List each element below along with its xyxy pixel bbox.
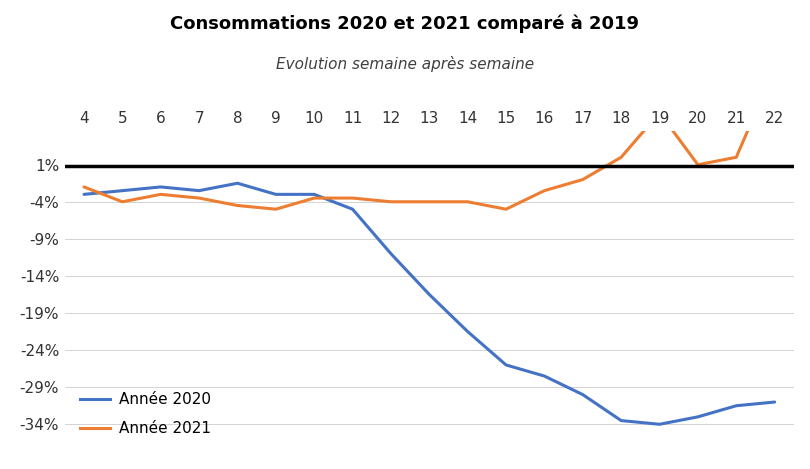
Année 2021 (731, 154, 741, 160)
Année 2020 (117, 188, 127, 194)
Année 2021 (386, 199, 396, 204)
Line: Année 2020: Année 2020 (84, 183, 774, 424)
Année 2021 (271, 206, 281, 212)
Année 2020 (463, 329, 472, 334)
Année 2021 (117, 199, 127, 204)
Année 2021 (347, 195, 357, 201)
Année 2021 (654, 110, 664, 115)
Année 2020 (578, 392, 587, 397)
Année 2021 (770, 66, 779, 71)
Année 2021 (463, 199, 472, 204)
Année 2020 (79, 191, 89, 197)
Année 2020 (347, 206, 357, 212)
Année 2020 (194, 188, 204, 194)
Text: Evolution semaine après semaine: Evolution semaine après semaine (276, 56, 534, 72)
Line: Année 2021: Année 2021 (84, 68, 774, 209)
Année 2020 (232, 181, 242, 186)
Année 2020 (539, 373, 549, 379)
Année 2021 (539, 188, 549, 194)
Année 2021 (156, 191, 165, 197)
Année 2020 (309, 191, 319, 197)
Legend: Année 2020, Année 2021: Année 2020, Année 2021 (79, 393, 211, 436)
Année 2021 (309, 195, 319, 201)
Année 2021 (194, 195, 204, 201)
Année 2021 (424, 199, 434, 204)
Année 2020 (271, 191, 281, 197)
Année 2020 (731, 403, 741, 408)
Année 2021 (693, 162, 703, 167)
Année 2020 (424, 292, 434, 297)
Année 2020 (654, 422, 664, 427)
Année 2020 (616, 418, 626, 424)
Année 2020 (693, 414, 703, 420)
Année 2020 (770, 399, 779, 405)
Année 2020 (386, 251, 396, 257)
Année 2021 (79, 184, 89, 190)
Année 2021 (616, 154, 626, 160)
Année 2021 (501, 206, 511, 212)
Année 2020 (501, 362, 511, 368)
Année 2021 (232, 203, 242, 208)
Année 2021 (578, 177, 587, 182)
Text: Consommations 2020 et 2021 comparé à 2019: Consommations 2020 et 2021 comparé à 201… (170, 14, 640, 32)
Année 2020 (156, 184, 165, 190)
